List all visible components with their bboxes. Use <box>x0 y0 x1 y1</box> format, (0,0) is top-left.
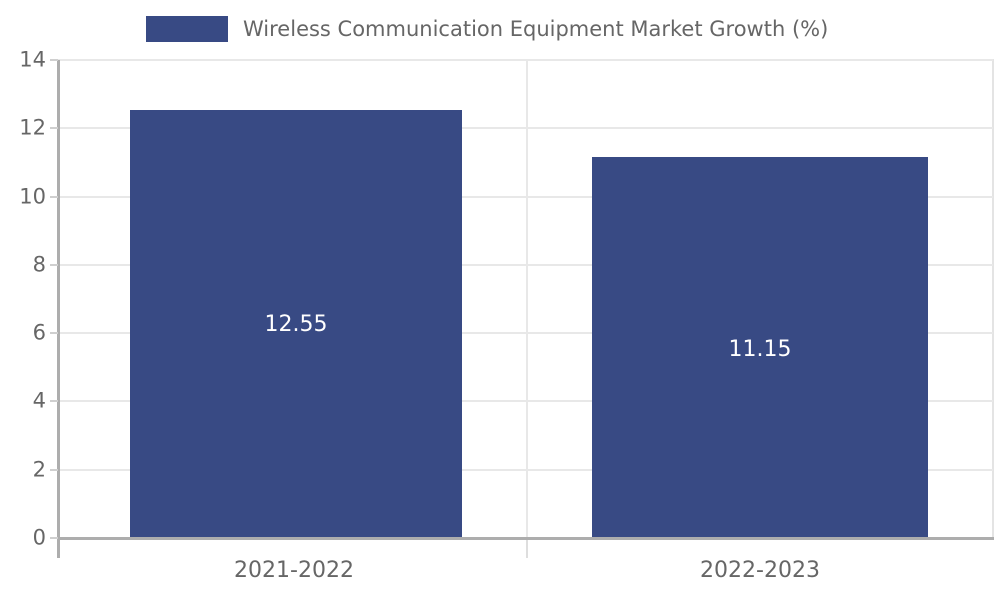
y-tick-label-12: 12 <box>19 115 46 140</box>
y-tick-mark-12 <box>50 127 58 130</box>
plot-area: 12.55 11.15 <box>58 59 993 538</box>
gridline-y-2 <box>58 468 993 471</box>
chart-legend: Wireless Communication Equipment Market … <box>146 14 828 44</box>
x-axis-line <box>58 537 994 540</box>
legend-label: Wireless Communication Equipment Market … <box>243 16 829 41</box>
y-tick-mark-6 <box>50 332 58 335</box>
y-tick-label-10: 10 <box>19 184 46 209</box>
y-tick-mark-4 <box>50 400 58 403</box>
gridline-y-6 <box>58 332 993 335</box>
y-tick-mark-8 <box>50 263 58 266</box>
y-tick-label-6: 6 <box>32 320 46 345</box>
gridline-y-12 <box>58 127 993 130</box>
gridline-y-14 <box>58 59 993 61</box>
plot-right-border <box>992 59 994 539</box>
gridline-y-10 <box>58 195 993 198</box>
bar-2021-2022[interactable] <box>130 109 462 538</box>
y-axis-line <box>57 60 60 558</box>
y-tick-label-2: 2 <box>32 457 46 482</box>
y-tick-mark-14 <box>50 59 58 61</box>
x-axis-tick-divider <box>526 540 528 558</box>
gridline-y-8 <box>58 263 993 266</box>
bar-2022-2023[interactable] <box>592 157 928 538</box>
y-tick-mark-2 <box>50 468 58 471</box>
y-tick-label-8: 8 <box>32 252 46 277</box>
bar-value-label-2021-2022: 12.55 <box>264 312 328 337</box>
x-tick-label-2021-2022: 2021-2022 <box>234 558 354 583</box>
y-tick-label-4: 4 <box>32 388 46 413</box>
y-tick-mark-10 <box>50 195 58 198</box>
gridline-y-4 <box>58 400 993 403</box>
x-tick-label-2022-2023: 2022-2023 <box>700 558 820 583</box>
y-tick-label-0: 0 <box>32 525 46 550</box>
vertical-gridline <box>526 60 528 538</box>
y-tick-label-14: 14 <box>19 47 46 72</box>
bar-value-label-2022-2023: 11.15 <box>728 337 792 362</box>
y-tick-mark-0 <box>50 537 58 539</box>
legend-color-swatch <box>146 16 228 42</box>
